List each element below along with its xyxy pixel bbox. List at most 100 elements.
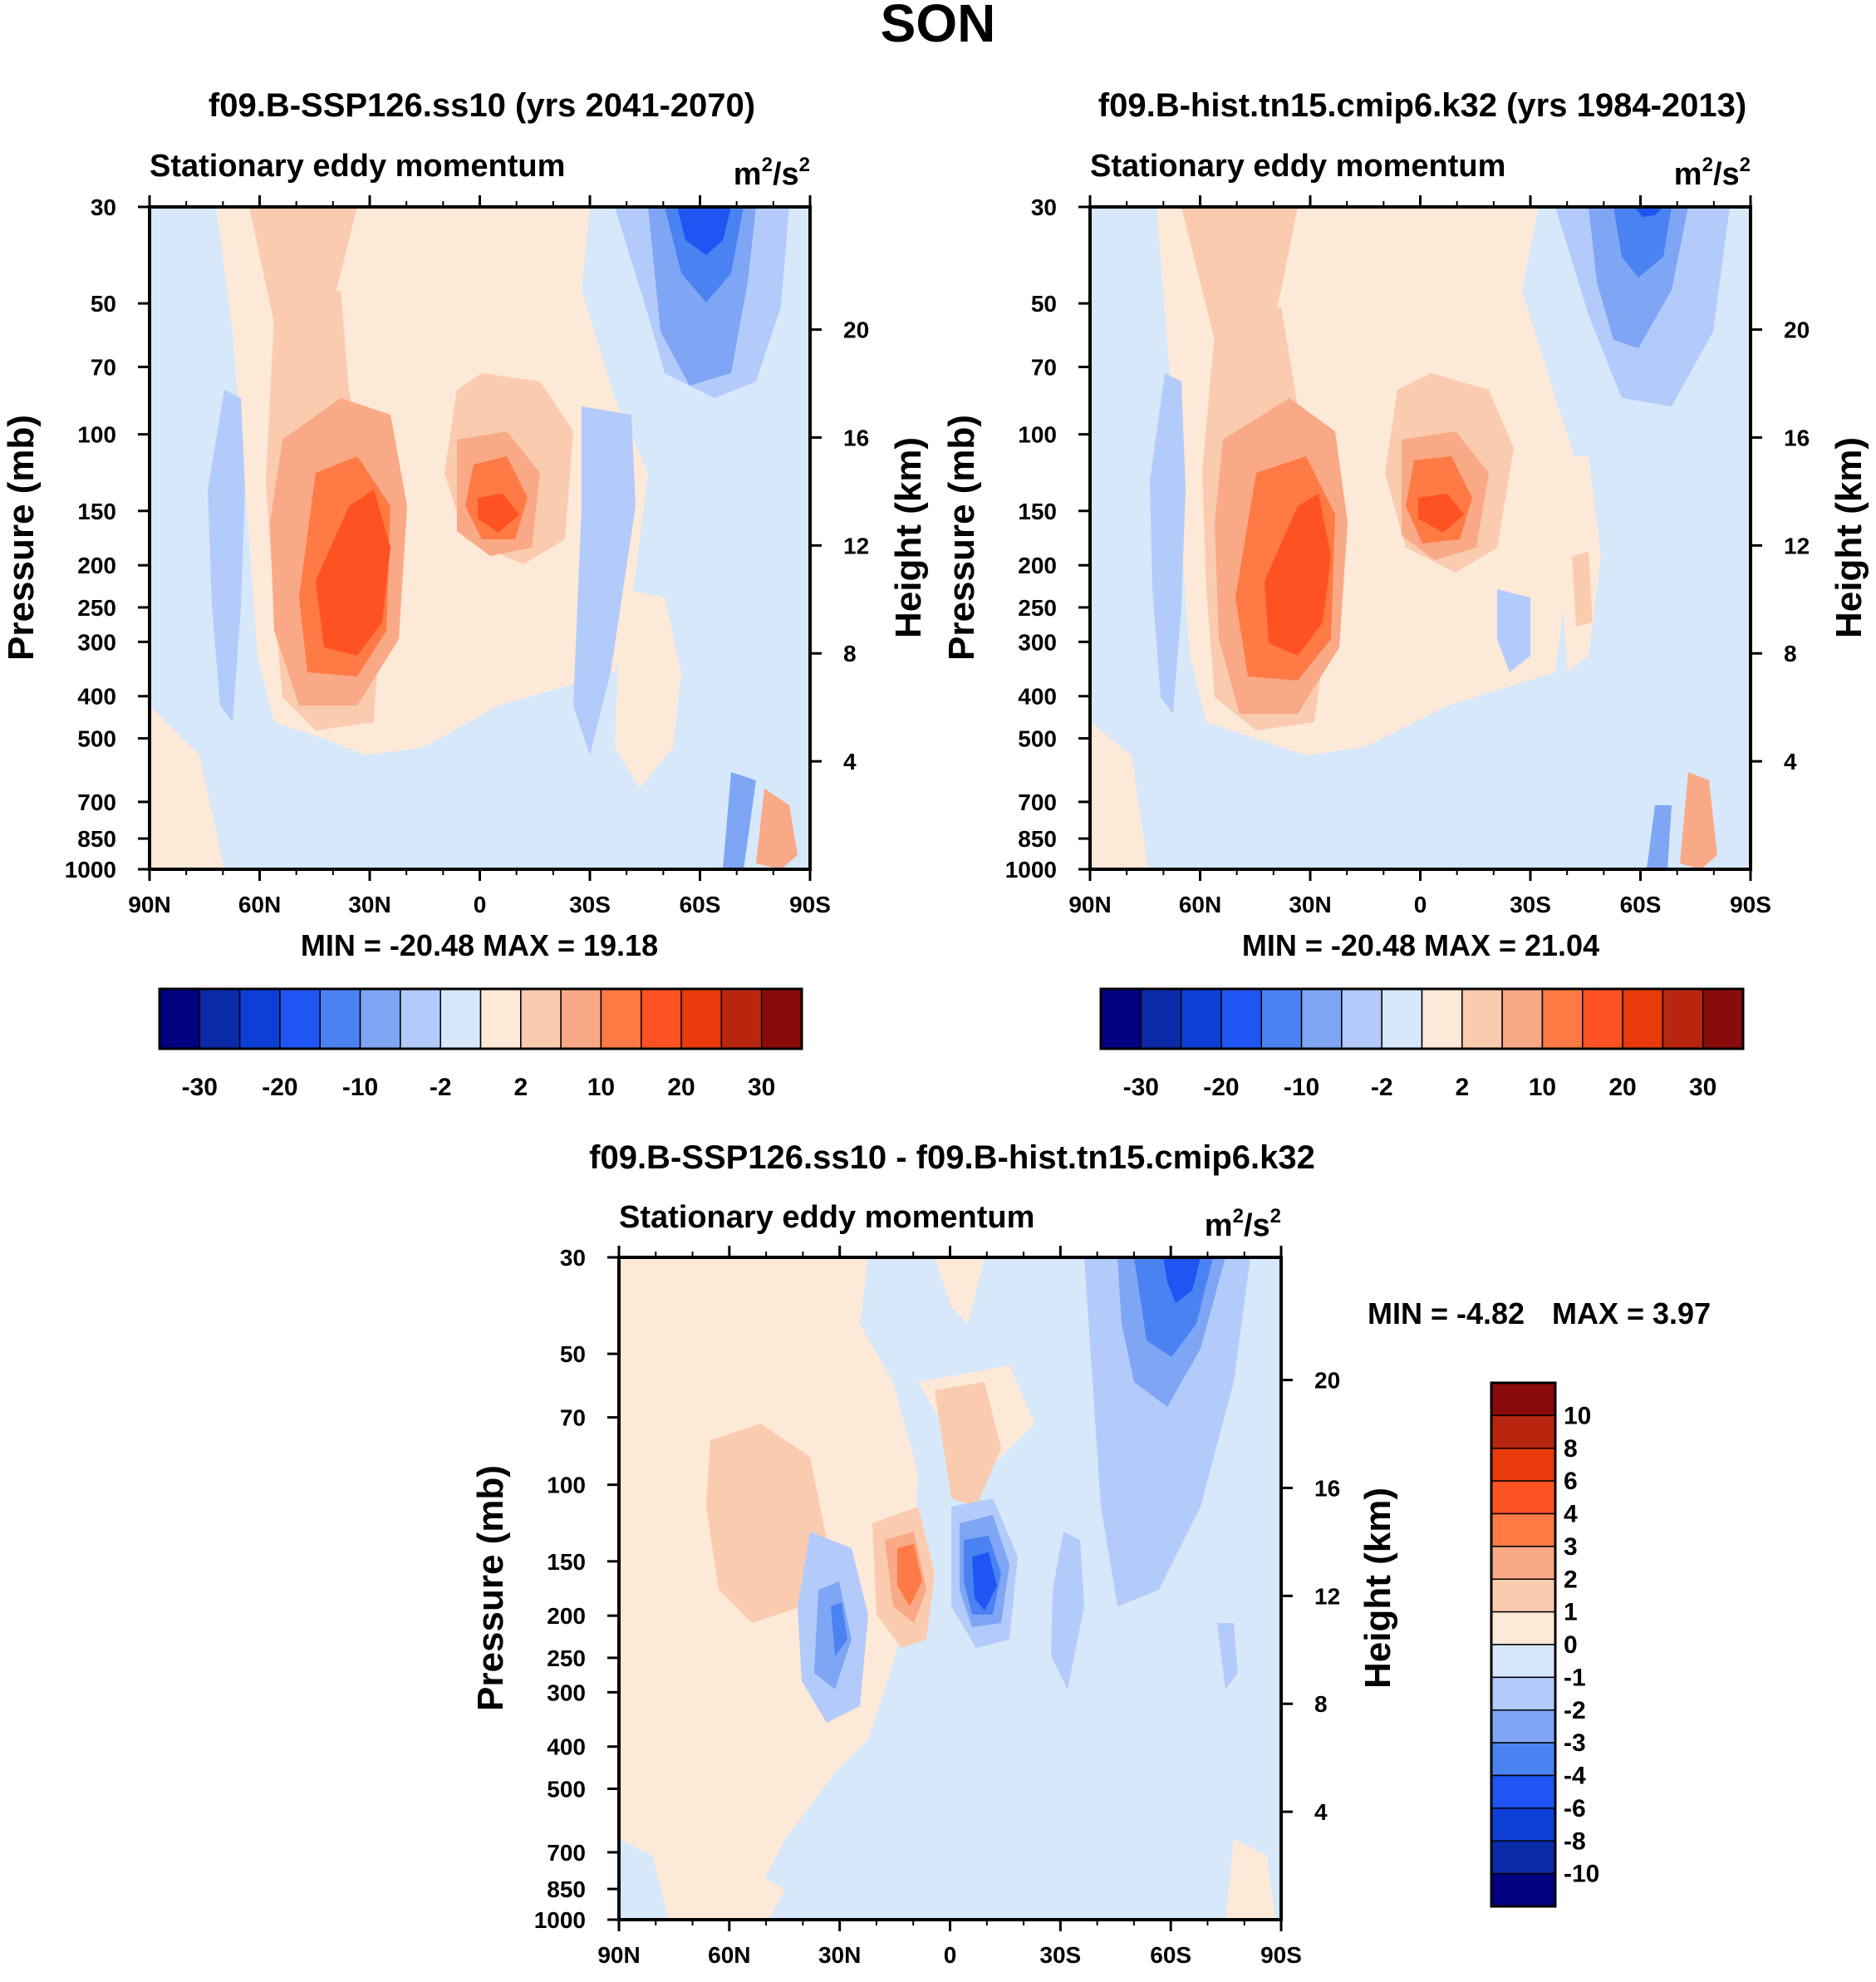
y-tick-label: 400 [77, 684, 116, 710]
colorbar-box [440, 988, 482, 1050]
y-right-tick-label: 16 [1314, 1475, 1340, 1501]
colorbar-box [359, 988, 401, 1050]
colorbar-box [1140, 988, 1182, 1050]
y-tick-label: 150 [547, 1549, 586, 1575]
y-tick-label: 70 [1031, 355, 1057, 381]
panel-1-units: m2/s2 [734, 154, 810, 192]
colorbar-box [400, 988, 441, 1050]
panel-3-x-axis: 90N 60N 30N 0 30S 60S 90S [597, 1246, 1302, 1968]
y-tick-label: 30 [1031, 194, 1057, 220]
y-right-tick-label: 16 [1784, 425, 1810, 450]
panel-3-stats-max: MAX = 3.97 [1552, 1296, 1711, 1330]
colorbar-label: 30 [1689, 1074, 1716, 1101]
colorbar-box [479, 988, 522, 1050]
colorbar-label: 10 [1529, 1074, 1556, 1101]
y-tick-label: 850 [547, 1876, 586, 1902]
colorbar-box [279, 988, 321, 1050]
colorbar-label: 10 [1564, 1402, 1591, 1429]
colorbar-label: -2 [1564, 1697, 1586, 1724]
y-tick-label: 250 [77, 595, 116, 621]
y-tick-label: 150 [77, 499, 116, 524]
season-title: SON [881, 0, 996, 53]
colorbar-box [1490, 1546, 1556, 1580]
y-tick-label: 700 [547, 1840, 586, 1866]
y-tick-label: 1000 [1005, 857, 1057, 883]
colorbar-label: 2 [513, 1074, 528, 1101]
x-tick-label: 0 [474, 892, 487, 917]
x-tick-label: 30S [1039, 1942, 1081, 1968]
colorbar-box [1461, 988, 1503, 1050]
y-tick-label: 100 [77, 422, 116, 448]
colorbar-box [560, 988, 602, 1050]
y-tick-label: 30 [91, 194, 116, 220]
colorbar-label: -8 [1564, 1827, 1586, 1855]
y-tick-label: 1000 [65, 857, 116, 883]
colorbar-box [1100, 988, 1142, 1050]
colorbar-box [1490, 1742, 1556, 1777]
y-tick-label: 50 [91, 291, 116, 317]
colorbar-box [641, 988, 682, 1050]
y-right-tick-label: 12 [1314, 1583, 1340, 1609]
x-tick-label: 30S [1510, 892, 1551, 917]
panel-3-plot-area [619, 1257, 1281, 1920]
colorbar-box [1490, 1414, 1556, 1449]
colorbar-label: -6 [1564, 1795, 1586, 1822]
colorbar-label: -10 [1564, 1861, 1599, 1888]
panel-3-y-label: Pressure (mb) [470, 1465, 511, 1711]
y-right-tick-label: 20 [1314, 1368, 1340, 1394]
colorbar-box [1490, 1872, 1556, 1907]
colorbar-label: 2 [1455, 1074, 1469, 1101]
x-tick-label: 30N [1289, 892, 1331, 917]
colorbar-label: 30 [748, 1074, 775, 1101]
colorbar-label: -2 [1371, 1074, 1393, 1101]
y-tick-label: 850 [77, 826, 116, 852]
panel-1-y-axis: 30 50 70 100 150 200 250 300 400 500 700 850 1000 [65, 194, 150, 883]
panel-3-variable-label: Stationary eddy momentum [619, 1200, 1034, 1235]
panel-3-y-label-right: Height (km) [1358, 1488, 1398, 1689]
y-right-tick-label: 8 [1314, 1691, 1328, 1717]
colorbar-label: 20 [667, 1074, 695, 1101]
y-tick-label: 50 [560, 1341, 586, 1367]
panel-1-y-axis-right: 20 16 12 8 4 [810, 317, 869, 775]
colorbar-label: -2 [430, 1074, 452, 1101]
panel-1-plot-area [150, 207, 810, 869]
colorbar-label: -3 [1564, 1729, 1586, 1757]
colorbar-box [1490, 1448, 1556, 1482]
y-tick-label: 200 [77, 553, 116, 578]
y-tick-label: 850 [1018, 826, 1057, 852]
colorbar-box [1490, 1676, 1556, 1711]
panel-2-stats: MIN = -20.48 MAX = 21.04 [1242, 928, 1599, 962]
colorbar-box [1702, 988, 1744, 1050]
colorbar-box [520, 988, 562, 1050]
colorbar-label: -30 [182, 1074, 218, 1101]
colorbar-frame [1099, 987, 1745, 1050]
x-tick-label: 60N [708, 1942, 750, 1968]
y-right-tick-label: 20 [843, 317, 869, 343]
panel-2-y-label: Pressure (mb) [941, 415, 982, 661]
colorbar-box [1490, 1512, 1556, 1547]
y-tick-label: 300 [547, 1680, 586, 1705]
colorbar-box [1490, 1774, 1556, 1809]
colorbar-box [159, 988, 201, 1050]
x-tick-label: 90N [597, 1942, 640, 1968]
colorbar-box [1260, 988, 1303, 1050]
y-tick-label: 70 [91, 355, 116, 381]
colorbar-box [1381, 988, 1423, 1050]
colorbar-label: 4 [1564, 1501, 1578, 1528]
panel-2-units: m2/s2 [1674, 154, 1751, 192]
colorbar-box [680, 988, 723, 1050]
x-tick-label: 90S [789, 892, 831, 917]
y-right-tick-label: 16 [843, 425, 869, 450]
y-tick-label: 100 [547, 1473, 586, 1498]
x-tick-label: 30N [818, 1942, 861, 1968]
x-tick-label: 60S [1150, 1942, 1191, 1968]
colorbar-label: 3 [1564, 1533, 1578, 1561]
colorbar-box [760, 988, 803, 1050]
y-tick-label: 30 [560, 1245, 586, 1271]
panel-2-variable-label: Stationary eddy momentum [1090, 149, 1505, 184]
colorbar-label: -20 [262, 1074, 297, 1101]
x-tick-label: 90S [1730, 892, 1771, 917]
panel-1-y-label: Pressure (mb) [1, 415, 42, 661]
